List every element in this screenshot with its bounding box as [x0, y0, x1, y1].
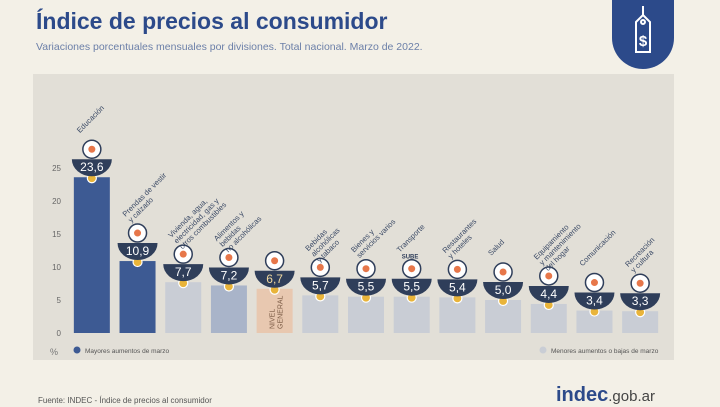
drinks-bowl	[300, 277, 341, 295]
data-label: 7,7	[175, 265, 192, 279]
brand-main: indec	[556, 384, 609, 406]
books-bowl	[71, 159, 112, 177]
svg-text:$: $	[639, 33, 648, 50]
y-tick-label: 0	[57, 329, 62, 338]
bar	[119, 261, 156, 333]
category-label: Bebidasalcohólicasy tabaco	[303, 220, 347, 264]
bar	[302, 295, 339, 333]
y-tick-label: 15	[52, 230, 61, 239]
phone-icon-accent	[590, 279, 598, 287]
medical-cross-icon-accent	[499, 268, 507, 276]
comb-bowl	[346, 278, 386, 296]
price-tag-dollar-icon: $	[612, 0, 674, 69]
food-icon-accent	[225, 253, 233, 261]
lightbulb-icon-accent	[179, 250, 187, 258]
sun-umbrella-bowl	[620, 293, 661, 311]
y-tick-label: 5	[57, 296, 62, 305]
legend-swatch-low	[539, 346, 547, 354]
data-label: 5,5	[358, 280, 375, 294]
y-tick-label: 25	[52, 164, 61, 173]
y-tick-label: 10	[52, 263, 61, 272]
category-label: Recreacióny cultura	[623, 235, 662, 274]
basket-bowl	[254, 270, 295, 288]
drinks-icon-accent	[316, 263, 324, 271]
brand-logo: indec.gob.ar	[556, 384, 655, 407]
cutlery-bowl	[437, 279, 478, 297]
phone-bowl	[574, 292, 615, 310]
bar	[256, 288, 293, 333]
chart-panel: 0 5 10 15 20 25% 23,6 Educación 10,9 Prendas de v…	[33, 74, 674, 360]
category-label: Prendas de vestiry calzado	[121, 170, 175, 224]
legend-label-low: Menores aumentos o bajas de marzo	[551, 348, 659, 355]
category-label: Salud	[486, 237, 506, 257]
category-label: NIVELGENERAL	[270, 295, 285, 329]
bar-chart: 0 5 10 15 20 25% 23,6 Educación 10,9 Prendas de v…	[50, 104, 662, 357]
bar	[73, 177, 110, 333]
source-note: Fuente: INDEC - Índice de precios al con…	[38, 396, 212, 405]
page-title: Índice de precios al consumidor	[36, 8, 388, 34]
data-label: 5,0	[495, 283, 512, 297]
data-label: 5,5	[403, 280, 420, 294]
data-label: 23,6	[80, 160, 104, 174]
house-icon-accent	[545, 272, 553, 280]
bus-icon-accent	[408, 265, 416, 273]
category-label: Bienes yservicios varios	[349, 211, 397, 259]
category-label: Comunicación	[578, 228, 618, 268]
bar	[622, 311, 659, 333]
category-label: Restaurantesy hoteles	[440, 217, 484, 261]
category-label: Transporte	[395, 222, 427, 254]
tshirt-icon-accent	[134, 229, 142, 237]
legend-swatch-high	[73, 346, 81, 354]
food-bowl	[208, 267, 249, 285]
data-label: 3,3	[632, 294, 649, 308]
bus-tag: SUBE	[402, 255, 419, 261]
sun-umbrella-icon-accent	[636, 279, 644, 287]
legend-label-high: Mayores aumentos de marzo	[85, 348, 170, 355]
y-axis-unit: %	[50, 347, 58, 357]
house-bowl	[528, 285, 569, 303]
cutlery-icon-accent	[453, 265, 461, 273]
data-label: 4,4	[540, 287, 557, 301]
medical-cross-bowl	[483, 282, 524, 299]
books-icon-accent	[88, 145, 96, 153]
data-label: 6,7	[266, 272, 283, 286]
y-tick-label: 20	[52, 197, 61, 206]
data-label: 3,4	[586, 294, 603, 308]
tshirt-bowl	[117, 243, 158, 261]
bar	[576, 310, 613, 333]
comb-icon-accent	[362, 265, 370, 273]
bar	[210, 285, 247, 333]
lightbulb-bowl	[163, 264, 204, 282]
bar	[165, 282, 202, 333]
data-label: 7,2	[221, 268, 238, 282]
category-label: Educación	[75, 104, 106, 135]
data-label: 10,9	[126, 244, 150, 258]
bus-bowl	[391, 278, 432, 296]
brand-suffix: .gob.ar	[608, 388, 655, 405]
data-label: 5,7	[312, 278, 329, 292]
page-subtitle: Variaciones porcentuales mensuales por d…	[36, 41, 423, 53]
basket-icon-accent	[271, 257, 279, 265]
data-label: 5,4	[449, 280, 466, 294]
